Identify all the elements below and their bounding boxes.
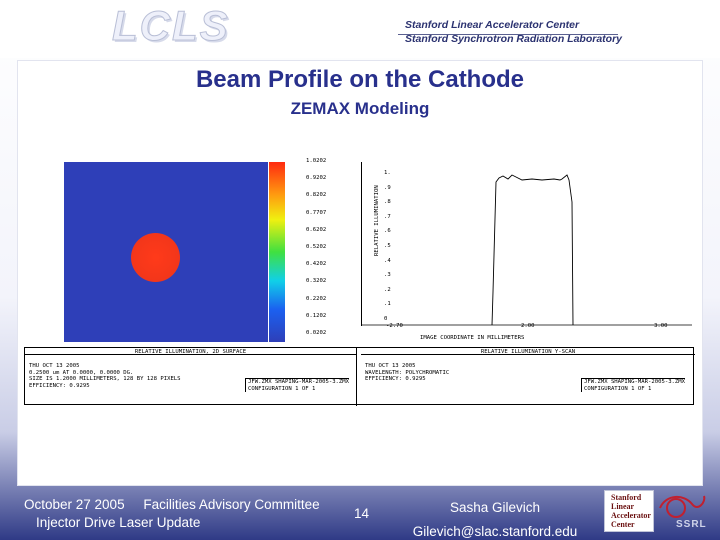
footer-topic: Injector Drive Laser Update <box>36 515 201 530</box>
slac-word-3: Accelerator <box>611 511 651 520</box>
presenter-name: Sasha Gilevich <box>449 500 541 515</box>
left-info-line: THU OCT 13 2005 <box>29 363 80 369</box>
footer-date: October 27 2005 <box>24 497 125 512</box>
footer-line-1: October 27 2005 Facilities Advisory Comm… <box>24 496 320 514</box>
colorbar <box>269 162 285 342</box>
presenter-email: Gilevich@slac.stanford.edu <box>412 524 578 539</box>
x-tick-1: -2.70 <box>386 323 403 329</box>
left-info-panel: RELATIVE ILLUMINATION, 2D SURFACE THU OC… <box>25 348 357 406</box>
plot-y-tick: .4 <box>384 257 391 264</box>
illumination-heatmap <box>64 162 268 342</box>
page-number: 14 <box>354 506 370 521</box>
plot-y-tick: 0 <box>384 316 388 322</box>
zemax-figure: 1.0202 0.9202 0.8202 0.7707 0.6202 0.5202 0.42… <box>24 152 695 406</box>
zemax-info-table: RELATIVE ILLUMINATION, 2D SURFACE THU OC… <box>24 347 695 406</box>
footer-meeting-info: October 27 2005 Facilities Advisory Comm… <box>24 496 320 532</box>
left-config-count: CONFIGURATION 1 OF 1 <box>248 385 316 392</box>
plot-y-tick: .6 <box>384 228 391 235</box>
plot-y-tick: .8 <box>384 199 391 206</box>
colorbar-label: 0.9202 <box>306 175 327 182</box>
plot-y-tick: .3 <box>384 272 391 279</box>
right-info-line: WAVELENGTH: POLYCHROMATIC <box>365 369 450 376</box>
header-divider <box>398 34 618 35</box>
left-info-line: EFFICIENCY: 0.9295 <box>29 382 90 389</box>
colorbar-label: 0.1202 <box>306 312 327 319</box>
right-info-lines: THU OCT 13 2005 WAVELENGTH: POLYCHROMATI… <box>365 363 449 383</box>
plot-y-tick: .7 <box>384 213 391 220</box>
x-tick-3: 3.00 <box>654 323 668 329</box>
left-config-box: JFW.ZMX SHAPING-MAR-2005-3.ZMX CONFIGURA… <box>245 378 350 392</box>
right-info-line: EFFICIENCY: 0.9295 <box>365 376 426 382</box>
beam-spot <box>131 233 180 282</box>
lab-names: Stanford Linear Accelerator Center Stanf… <box>405 18 623 46</box>
slide-header: LCLS Stanford Linear Accelerator Center … <box>0 0 720 58</box>
colorbar-label: 0.4202 <box>306 261 327 268</box>
right-info-line: THU OCT 13 2005 <box>365 363 416 369</box>
plot-y-title: RELATIVE ILLUMINATION <box>374 185 380 256</box>
colorbar-label: 0.6202 <box>306 226 327 233</box>
y-scan-plot-svg <box>362 174 692 326</box>
slide-title: Beam Profile on the Cathode <box>195 66 525 93</box>
ssrl-wordmark: SSRL <box>676 519 707 530</box>
left-config-file: JFW.ZMX SHAPING-MAR-2005-3.ZMX <box>248 379 350 385</box>
colorbar-label: 0.3202 <box>306 278 327 285</box>
left-info-line: 0.2500 um AT 0.0000, 0.0000 DG. <box>29 369 134 376</box>
plot-y-tick: .1 <box>384 301 391 308</box>
colorbar-label: 1.0202 <box>306 158 327 164</box>
plot-y-tick: 1. <box>384 170 391 176</box>
slac-word-4: Center <box>611 520 635 529</box>
ssrl-ring-icon <box>659 495 706 518</box>
plot-y-tick: .2 <box>384 286 391 293</box>
colorbar-label: 0.7707 <box>306 209 327 216</box>
colorbar-label: 0.5202 <box>306 244 327 250</box>
plot-x-title: IMAGE COORDINATE IN MILLIMETERS <box>420 335 525 341</box>
x-tick-2: 2.00 <box>521 323 535 329</box>
slac-word-2: Linear <box>611 502 635 511</box>
slac-logo: Stanford Linear Accelerator Center SSRL <box>604 490 708 532</box>
y-scan-plot <box>361 162 692 326</box>
left-info-header: RELATIVE ILLUMINATION, 2D SURFACE <box>25 349 356 355</box>
left-info-lines: THU OCT 13 2005 0.2500 um AT 0.0000, 0.0… <box>29 363 181 389</box>
colorbar-label: 0.0202 <box>306 330 327 336</box>
right-info-header: RELATIVE ILLUMINATION Y-SCAN <box>361 349 695 355</box>
left-info-line: SIZE IS 1.2000 MILLIMETERS, 128 BY 128 P… <box>29 376 181 382</box>
lab-name-slac: Stanford Linear Accelerator Center <box>405 19 580 31</box>
colorbar-label: 0.8202 <box>306 192 327 199</box>
right-config-box: JFW.ZMX SHAPING-MAR-2005-3.ZMX CONFIGURA… <box>581 378 686 392</box>
right-config-count: CONFIGURATION 1 OF 1 <box>584 385 652 392</box>
right-info-panel: RELATIVE ILLUMINATION Y-SCAN THU OCT 13 … <box>361 348 695 406</box>
lab-name-ssrl: Stanford Synchrotron Radiation Laborator… <box>405 33 623 45</box>
footer-meeting: Facilities Advisory Committee <box>143 497 320 512</box>
y-scan-profile <box>491 174 574 326</box>
colorbar-label: 0.2202 <box>306 295 327 302</box>
slac-wordmark: Stanford Linear Accelerator Center <box>604 490 654 532</box>
right-config-file: JFW.ZMX SHAPING-MAR-2005-3.ZMX <box>584 379 686 385</box>
plot-y-tick: .9 <box>384 184 391 191</box>
slide-subtitle: ZEMAX Modeling <box>290 99 430 118</box>
slac-word-1: Stanford <box>611 493 642 502</box>
lcls-logo: LCLS <box>112 2 230 50</box>
footer-presenter-info: Sasha Gilevich Gilevich@slac.stanford.ed… <box>410 496 580 540</box>
plot-y-tick: .5 <box>384 243 391 249</box>
